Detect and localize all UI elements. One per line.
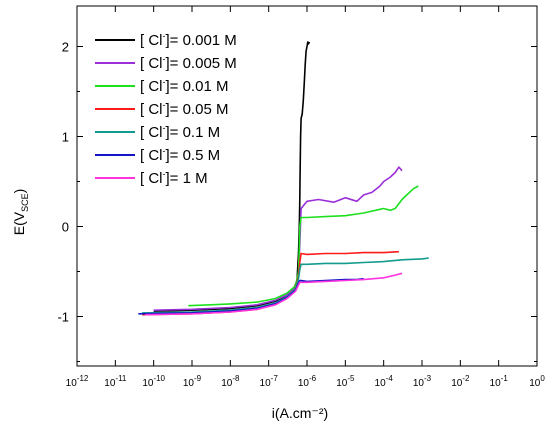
x-tick-exp: -12 <box>77 374 89 383</box>
x-tick-base: 10 <box>336 378 348 389</box>
legend-label-suffix: ]= 0.01 M <box>166 78 229 95</box>
legend-label-sup: - <box>163 77 166 87</box>
series-line-4 <box>142 257 429 314</box>
x-tick-exp: -8 <box>232 374 240 383</box>
legend-label-suffix: ]= 0.001 M <box>166 32 237 49</box>
x-tick-base: 10 <box>221 378 233 389</box>
x-tick-label: 10-3 <box>413 374 432 389</box>
legend-label: [ Cl-]= 0.5 M <box>140 146 220 164</box>
x-tick-exp: -3 <box>424 374 432 383</box>
x-tick-exp: -2 <box>462 374 470 383</box>
x-tick-label: 100 <box>529 374 545 389</box>
x-tick-label: 10-4 <box>375 374 394 389</box>
x-tick-base: 10 <box>260 378 272 389</box>
y-tick-label: -1 <box>57 310 69 325</box>
legend-label: [ Cl-]= 0.005 M <box>140 54 237 72</box>
legend-label-suffix: ]= 0.05 M <box>166 101 229 118</box>
y-axis-ticks: 2 1 0 -1 <box>57 40 537 362</box>
x-tick-base: 10 <box>183 378 195 389</box>
x-axis-title: i(A.cm⁻²) <box>272 405 328 421</box>
x-tick-base: 10 <box>451 378 463 389</box>
series-line-5 <box>138 277 364 315</box>
legend-label: [ Cl-]= 1 M <box>140 169 208 187</box>
x-tick-label: 10-5 <box>336 374 355 389</box>
x-tick-exp: 0 <box>540 374 545 383</box>
x-tick-label: 10-1 <box>490 374 509 389</box>
x-axis-ticks: 10-12 10-11 10-10 10-9 10-8 10-7 10-6 10-5 10-4 1… <box>66 6 545 389</box>
legend-label: [ Cl-]= 0.1 M <box>140 123 220 141</box>
legend-label-prefix: [ Cl <box>140 147 163 164</box>
series-line-1 <box>153 166 403 311</box>
y-tick-label: 2 <box>62 40 69 55</box>
legend-label-sup: - <box>163 146 166 156</box>
x-tick-label: 10-9 <box>183 374 202 389</box>
x-tick-base: 10 <box>413 378 425 389</box>
x-tick-label: 10-12 <box>66 374 89 389</box>
legend-label-prefix: [ Cl <box>140 170 163 187</box>
legend-label: [ Cl-]= 0.001 M <box>140 31 237 49</box>
x-tick-base: 10 <box>375 378 387 389</box>
x-tick-exp: -11 <box>115 374 127 383</box>
series-line-6 <box>145 272 403 316</box>
x-tick-label: 10-6 <box>298 374 317 389</box>
x-tick-label: 10-10 <box>142 374 165 389</box>
legend-label-sup: - <box>163 100 166 110</box>
x-tick-exp: -1 <box>501 374 509 383</box>
legend-label-suffix: ]= 1 M <box>166 170 208 187</box>
x-tick-exp: -4 <box>386 374 394 383</box>
y-tick-label: 1 <box>62 130 69 145</box>
x-tick-label: 10-11 <box>104 374 127 389</box>
legend-label-suffix: ]= 0.1 M <box>166 124 221 141</box>
x-tick-exp: -5 <box>347 374 355 383</box>
x-tick-base: 10 <box>529 378 541 389</box>
x-tick-base: 10 <box>66 378 78 389</box>
y-axis-title-sub: SCE <box>20 193 30 212</box>
x-tick-base: 10 <box>142 378 154 389</box>
legend-label-prefix: [ Cl <box>140 55 163 72</box>
x-tick-label: 10-7 <box>260 374 279 389</box>
series-line-0 <box>153 41 311 312</box>
y-axis-title: E(VSCE) <box>11 189 30 236</box>
x-tick-exp: -9 <box>194 374 202 383</box>
legend-label-sup: - <box>163 31 166 41</box>
x-tick-base: 10 <box>490 378 502 389</box>
legend-label-sup: - <box>163 54 166 64</box>
legend-label-prefix: [ Cl <box>140 101 163 118</box>
y-axis-title-close: ) <box>11 189 27 194</box>
x-tick-label: 10-8 <box>221 374 240 389</box>
x-tick-exp: -10 <box>153 374 165 383</box>
x-tick-exp: -6 <box>309 374 317 383</box>
legend-label-suffix: ]= 0.005 M <box>166 55 237 72</box>
legend-label-suffix: ]= 0.5 M <box>166 147 221 164</box>
legend-label: [ Cl-]= 0.01 M <box>140 77 228 95</box>
legend-label: [ Cl-]= 0.05 M <box>140 100 228 118</box>
x-tick-label: 10-2 <box>451 374 470 389</box>
series-lines <box>138 41 429 316</box>
legend-label-sup: - <box>163 169 166 179</box>
x-tick-base: 10 <box>298 378 310 389</box>
legend-label-prefix: [ Cl <box>140 32 163 49</box>
legend-label-sup: - <box>163 123 166 133</box>
series-line-2 <box>188 185 419 307</box>
legend-label-prefix: [ Cl <box>140 124 163 141</box>
y-axis-title-main: E(V <box>11 211 27 235</box>
x-tick-base: 10 <box>104 378 116 389</box>
y-tick-label: 0 <box>62 220 69 235</box>
legend: [ Cl-]= 0.001 M[ Cl-]= 0.005 M[ Cl-]= 0.… <box>95 31 237 187</box>
legend-label-prefix: [ Cl <box>140 78 163 95</box>
x-tick-exp: -7 <box>271 374 279 383</box>
